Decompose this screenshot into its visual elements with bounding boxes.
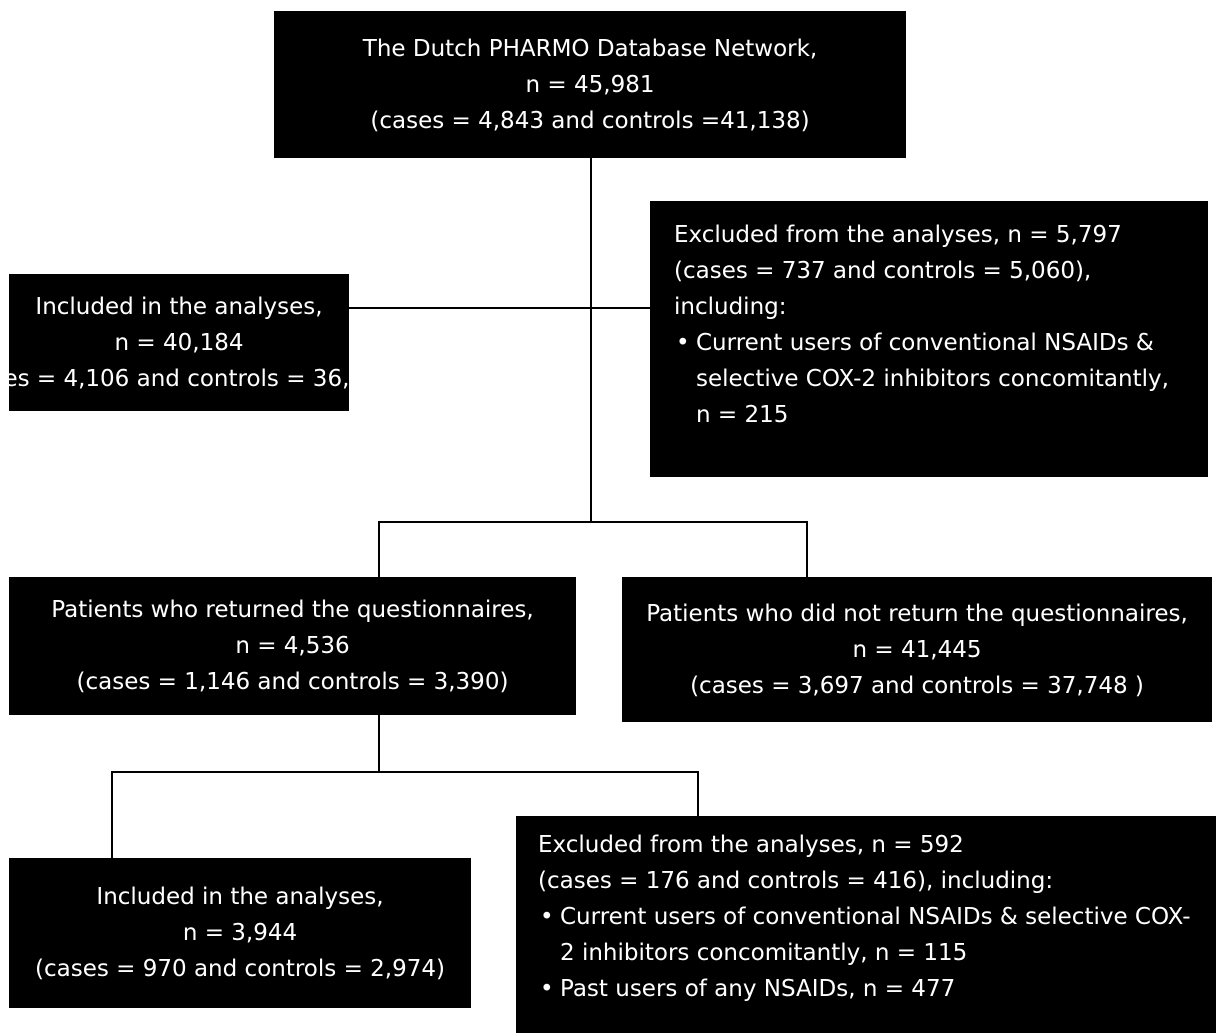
connector-branch-right-down [806,521,808,578]
excluded-bottom-bullet-text: Current users of conventional NSAIDs & s… [560,904,1191,966]
connector-bottom-horizontal [111,771,699,773]
excluded-top-including: including: [674,294,787,320]
not-returned-count: n = 41,445 [852,636,982,663]
bullet-dot-icon: • [540,976,554,1002]
connector-network-down [590,157,592,522]
included-bottom-box: Included in the analyses, n = 3,944 (cas… [9,858,471,1008]
included-bottom-title: Included in the analyses, [96,884,384,910]
included-top-breakdown: (cases = 4,106 and controls = 36,078) [0,365,403,392]
excluded-bottom-box: Excluded from the analyses, n = 592 (cas… [516,816,1216,1033]
excluded-bottom-bullet: • Current users of conventional NSAIDs &… [538,899,1200,971]
connector-branch-left-down [378,521,380,578]
returned-title: Patients who returned the questionnaires… [51,597,534,623]
connector-bottom-left-down [111,771,113,859]
returned-breakdown: (cases = 1,146 and controls = 3,390) [76,669,509,695]
not-returned-title: Patients who did not return the question… [646,600,1188,627]
excluded-top-title: Excluded from the analyses, n = 5,797 [674,222,1122,248]
included-top-count: n = 40,184 [114,329,244,356]
network-box: The Dutch PHARMO Database Network, n = 4… [274,11,906,158]
bullet-dot-icon: • [676,330,690,356]
excluded-top-box: Excluded from the analyses, n = 5,797 (c… [650,201,1208,477]
excluded-top-bullet: • Current users of conventional NSAIDs &… [674,325,1184,433]
bullet-dot-icon: • [540,904,554,930]
connector-returned-down [378,715,380,772]
returned-count: n = 4,536 [235,633,350,659]
included-top-box: Included in the analyses, n = 40,184 (ca… [0,274,402,411]
returned-box: Patients who returned the questionnaires… [9,577,576,715]
not-returned-box: Patients who did not return the question… [622,577,1212,722]
excluded-bottom-bullet-text: Past users of any NSAIDs, n = 477 [560,976,956,1002]
excluded-top-bullets: • Current users of conventional NSAIDs &… [674,325,1184,433]
excluded-bottom-bullet: • Past users of any NSAIDs, n = 477 [538,971,1200,1007]
excluded-bottom-breakdown: (cases = 176 and controls = 416), includ… [538,868,1054,894]
not-returned-breakdown: (cases = 3,697 and controls = 37,748 ) [690,672,1144,699]
excluded-top-bullet-text: Current users of conventional NSAIDs & s… [696,330,1169,428]
network-title: The Dutch PHARMO Database Network, [362,35,818,62]
excluded-bottom-title: Excluded from the analyses, n = 592 [538,832,964,858]
connector-included-top [348,307,591,309]
connector-bottom-right-down [697,771,699,817]
connector-excluded-top [591,307,651,309]
excluded-top-breakdown: (cases = 737 and controls = 5,060), [674,258,1092,284]
included-bottom-count: n = 3,944 [182,920,298,946]
included-bottom-breakdown: (cases = 970 and controls = 2,974) [35,956,445,982]
connector-branch-horizontal [378,521,808,523]
included-top-title: Included in the analyses, [35,293,323,320]
network-count: n = 45,981 [525,71,655,98]
excluded-bottom-bullets: • Current users of conventional NSAIDs &… [538,899,1200,1007]
network-breakdown: (cases = 4,843 and controls =41,138) [370,107,810,134]
